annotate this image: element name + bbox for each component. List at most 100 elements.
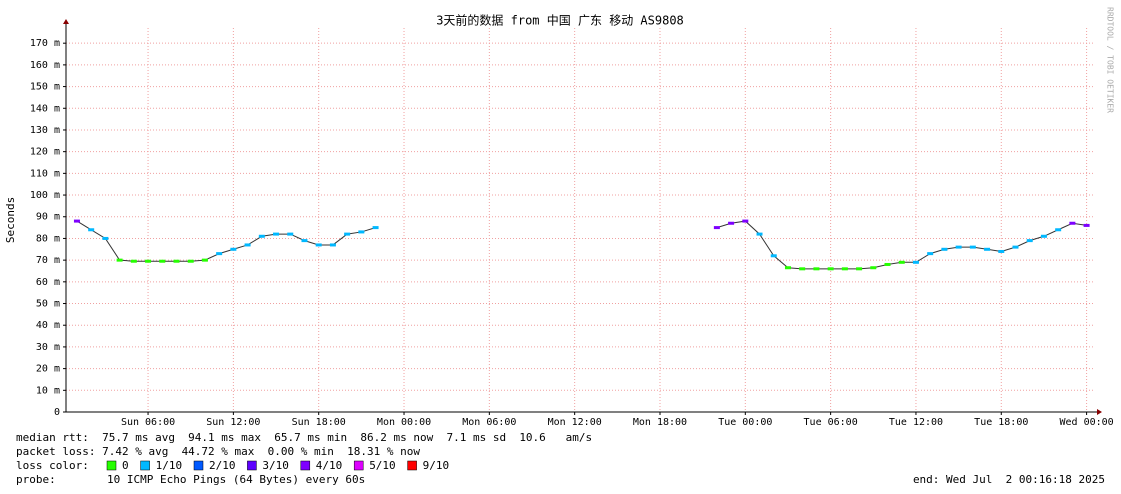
legend-label: 1/10	[156, 459, 183, 472]
median-point	[784, 266, 791, 270]
x-tick-label: Mon 18:00	[633, 417, 687, 428]
median-point	[187, 259, 194, 263]
median-point	[1026, 239, 1033, 243]
median-point	[145, 259, 152, 263]
legend-swatch	[140, 460, 150, 471]
x-tick-label: Tue 18:00	[974, 417, 1028, 428]
median-point	[116, 258, 123, 262]
legend-swatch	[407, 460, 417, 471]
y-tick-label: 170 m	[30, 38, 60, 49]
y-tick-label: 90 m	[36, 212, 60, 223]
median-point	[287, 232, 294, 236]
median-point	[1012, 245, 1019, 249]
median-point	[230, 247, 237, 251]
y-tick-label: 50 m	[36, 299, 60, 310]
median-point	[329, 243, 336, 247]
median-point	[813, 267, 820, 271]
median-point	[88, 228, 95, 232]
median-point	[799, 267, 806, 271]
y-axis-label: Seconds	[4, 197, 17, 243]
median-point	[244, 243, 251, 247]
y-tick-label: 100 m	[30, 190, 60, 201]
chart-title: 3天前的数据 from 中国 广东 移动 AS9808	[436, 13, 684, 28]
median-point	[159, 259, 166, 263]
legend-swatch	[300, 460, 311, 471]
median-point	[998, 249, 1005, 253]
x-tick-label: Wed 00:00	[1060, 417, 1114, 428]
median-point	[969, 245, 976, 249]
credit: RRDTOOL / TOBI OETIKER	[1106, 7, 1115, 113]
median-point	[358, 230, 365, 234]
median-point	[841, 267, 848, 271]
median-point	[1083, 223, 1090, 227]
legend-swatch	[193, 460, 204, 471]
median-point	[315, 243, 322, 247]
legend-label: 5/10	[369, 459, 396, 472]
legend-label: 3/10	[262, 459, 289, 472]
median-point	[201, 258, 208, 262]
median-point	[102, 236, 109, 240]
stats-rtt: median rtt: 75.7 ms avg 94.1 ms max 65.7…	[16, 431, 592, 444]
median-point	[344, 232, 351, 236]
x-tick-label: Mon 00:00	[377, 417, 431, 428]
median-point	[912, 260, 919, 264]
y-tick-label: 20 m	[36, 364, 60, 375]
median-point	[884, 262, 891, 266]
median-point	[713, 226, 720, 230]
y-tick-label: 70 m	[36, 255, 60, 266]
x-axis-arrow	[1097, 409, 1102, 415]
legend-label: 2/10	[209, 459, 236, 472]
y-tick-label: 110 m	[30, 168, 60, 179]
legend-label: 4/10	[316, 459, 343, 472]
legend-label: 0	[122, 459, 129, 472]
legend-swatch	[106, 460, 117, 471]
median-point	[130, 259, 137, 263]
legend-label: 9/10	[423, 459, 450, 472]
x-tick-label: Tue 00:00	[718, 417, 772, 428]
median-point	[870, 266, 877, 270]
median-point	[1055, 228, 1062, 232]
median-point	[372, 226, 379, 230]
median-point	[756, 232, 763, 236]
median-point	[984, 247, 991, 251]
median-point	[770, 254, 777, 258]
median-point	[1040, 234, 1047, 238]
y-tick-label: 130 m	[30, 125, 60, 136]
median-point	[273, 232, 280, 236]
y-tick-label: 120 m	[30, 147, 60, 158]
legend-swatch	[353, 460, 364, 471]
median-point	[856, 267, 863, 271]
stats-loss: packet loss: 7.42 % avg 44.72 % max 0.00…	[16, 445, 420, 458]
median-point	[1069, 221, 1076, 225]
x-tick-label: Sun 06:00	[121, 417, 175, 428]
end-time: end: Wed Jul 2 00:16:18 2025	[913, 473, 1105, 486]
median-point	[173, 259, 180, 263]
x-tick-label: Mon 06:00	[462, 417, 516, 428]
probe-label: probe:	[16, 473, 56, 486]
probe: 10 ICMP Echo Pings (64 Bytes) every 60s	[107, 473, 365, 486]
median-point	[742, 219, 749, 223]
median-point	[941, 247, 948, 251]
y-tick-label: 0	[54, 407, 60, 418]
legend-swatch	[247, 460, 257, 471]
median-point	[955, 245, 962, 249]
x-tick-label: Tue 06:00	[804, 417, 858, 428]
x-tick-label: Tue 12:00	[889, 417, 943, 428]
y-tick-label: 30 m	[36, 342, 60, 353]
median-point	[898, 260, 905, 264]
median-point	[728, 221, 735, 225]
y-tick-label: 40 m	[36, 320, 60, 331]
loss-legend-label: loss color:	[16, 459, 89, 472]
x-tick-label: Sun 18:00	[292, 417, 346, 428]
y-tick-label: 160 m	[30, 60, 60, 71]
y-axis-arrow	[63, 19, 69, 24]
median-point	[927, 252, 934, 256]
median-point	[827, 267, 834, 271]
y-tick-label: 80 m	[36, 233, 60, 244]
y-tick-label: 150 m	[30, 82, 60, 93]
y-tick-label: 60 m	[36, 277, 60, 288]
median-point	[216, 252, 223, 256]
median-point	[301, 239, 308, 243]
median-point	[73, 219, 80, 223]
y-tick-label: 140 m	[30, 103, 60, 114]
